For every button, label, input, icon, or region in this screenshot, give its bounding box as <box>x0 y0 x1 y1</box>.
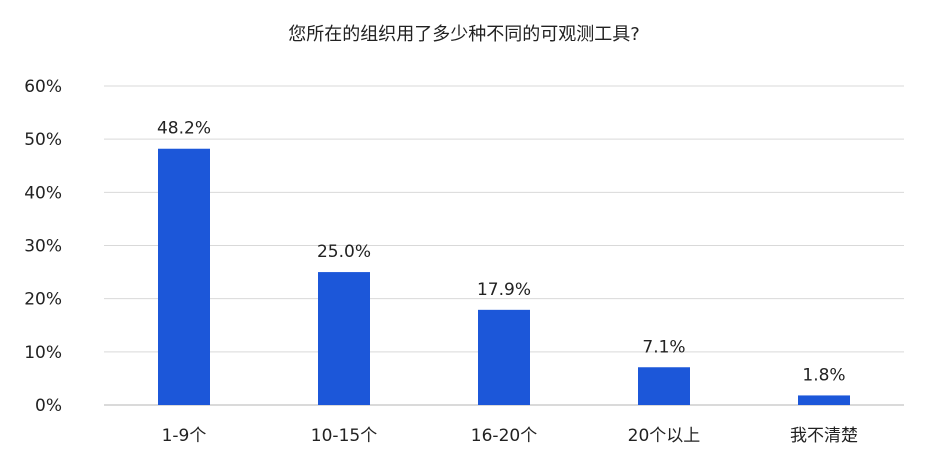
data-label: 25.0% <box>317 242 371 262</box>
x-tick-label: 16-20个 <box>471 426 537 446</box>
data-label: 7.1% <box>642 337 685 357</box>
bar <box>638 367 690 405</box>
data-label: 17.9% <box>477 280 531 300</box>
bars <box>158 148 850 405</box>
y-tick-label: 0% <box>35 396 62 416</box>
x-tick-label: 10-15个 <box>311 426 377 446</box>
y-tick-label: 30% <box>24 237 62 257</box>
y-axis-ticks: 0% 10% 20% 30% 40% 50% 60% <box>24 77 62 416</box>
x-tick-label: 我不清楚 <box>790 426 858 446</box>
y-tick-label: 50% <box>24 130 62 150</box>
y-tick-label: 60% <box>24 77 62 97</box>
bar <box>158 148 210 405</box>
y-tick-label: 40% <box>24 183 62 203</box>
bar <box>318 272 370 405</box>
y-tick-label: 10% <box>24 343 62 363</box>
data-labels: 48.2% 25.0% 17.9% 7.1% 1.8% <box>157 119 846 386</box>
x-tick-label: 20个以上 <box>628 426 701 446</box>
x-axis-ticks: 1-9个 10-15个 16-20个 20个以上 我不清楚 <box>162 426 858 446</box>
bar <box>798 395 850 405</box>
bar <box>478 309 530 405</box>
chart-title: 您所在的组织用了多少种不同的可观测工具? <box>288 24 640 45</box>
x-tick-label: 1-9个 <box>162 426 207 446</box>
y-tick-label: 20% <box>24 290 62 310</box>
data-label: 48.2% <box>157 119 211 139</box>
data-label: 1.8% <box>802 365 845 385</box>
